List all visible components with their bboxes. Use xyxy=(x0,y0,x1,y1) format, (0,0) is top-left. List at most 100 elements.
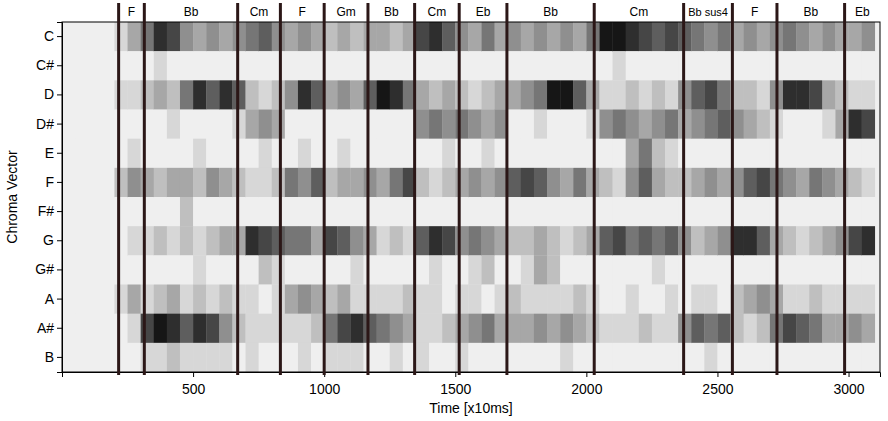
chroma-cell xyxy=(377,110,390,139)
chroma-cell xyxy=(272,285,285,314)
chroma-cell xyxy=(652,197,665,226)
chroma-cell xyxy=(849,197,862,226)
chroma-cell xyxy=(508,22,521,51)
chroma-cell xyxy=(259,168,272,197)
chroma-cell xyxy=(822,80,835,109)
chroma-cell xyxy=(862,343,875,372)
chroma-cell xyxy=(62,197,75,226)
chroma-cell xyxy=(180,22,193,51)
chroma-cell xyxy=(757,51,770,80)
chroma-cell xyxy=(298,110,311,139)
chroma-cell xyxy=(573,314,586,343)
chroma-cell xyxy=(154,51,167,80)
chroma-cell xyxy=(652,139,665,168)
chroma-cell xyxy=(377,285,390,314)
chroma-cell xyxy=(75,139,88,168)
chord-label: Cm xyxy=(250,5,269,19)
chroma-cell xyxy=(455,226,468,255)
chroma-cell xyxy=(639,22,652,51)
chroma-cell xyxy=(455,314,468,343)
chroma-cell xyxy=(180,110,193,139)
chroma-cell xyxy=(101,80,114,109)
y-tick-mark xyxy=(57,328,62,329)
chroma-cell xyxy=(206,110,219,139)
chroma-cell xyxy=(744,51,757,80)
chroma-cell xyxy=(757,80,770,109)
chroma-cell xyxy=(311,255,324,284)
chroma-cell xyxy=(547,51,560,80)
chroma-cell xyxy=(599,255,612,284)
chroma-cell xyxy=(835,168,848,197)
chroma-cell xyxy=(377,226,390,255)
chroma-cell xyxy=(167,51,180,80)
chroma-cell xyxy=(285,285,298,314)
chroma-cell xyxy=(704,22,717,51)
chroma-cell xyxy=(717,110,730,139)
chroma-cell xyxy=(416,51,429,80)
chroma-cell xyxy=(324,139,337,168)
chroma-cell xyxy=(626,139,639,168)
chroma-cell xyxy=(88,197,101,226)
chord-boundary xyxy=(593,3,596,375)
chroma-cell xyxy=(167,197,180,226)
chroma-cell xyxy=(862,110,875,139)
chroma-cell xyxy=(324,22,337,51)
chroma-cell xyxy=(455,110,468,139)
chroma-cell xyxy=(141,314,154,343)
chroma-cell xyxy=(193,80,206,109)
chroma-cell xyxy=(272,22,285,51)
chroma-cell xyxy=(757,110,770,139)
plot-area xyxy=(62,22,875,372)
chroma-cell xyxy=(849,110,862,139)
y-tick-label: B xyxy=(45,349,54,365)
chroma-cell xyxy=(849,168,862,197)
chroma-cell xyxy=(442,80,455,109)
chroma-cell xyxy=(101,197,114,226)
chroma-cell xyxy=(272,110,285,139)
chroma-cell xyxy=(75,197,88,226)
chroma-cell xyxy=(167,285,180,314)
chroma-cell xyxy=(88,168,101,197)
chord-boundary xyxy=(279,3,282,375)
chroma-cell xyxy=(193,226,206,255)
chroma-cell xyxy=(219,255,232,284)
chroma-cell xyxy=(193,255,206,284)
chroma-cell xyxy=(272,343,285,372)
chroma-cell xyxy=(88,51,101,80)
chroma-cell xyxy=(101,314,114,343)
chroma-cell xyxy=(665,197,678,226)
chroma-cell xyxy=(180,197,193,226)
chroma-cell xyxy=(534,226,547,255)
chroma-cell xyxy=(468,314,481,343)
chord-boundary xyxy=(505,3,508,375)
chroma-cell xyxy=(324,255,337,284)
chroma-cell xyxy=(75,343,88,372)
chroma-cell xyxy=(206,343,219,372)
chroma-cell xyxy=(390,139,403,168)
chroma-cell xyxy=(350,110,363,139)
chroma-cell xyxy=(141,22,154,51)
chroma-cell xyxy=(62,285,75,314)
chroma-cell xyxy=(835,285,848,314)
chroma-cell xyxy=(206,255,219,284)
chroma-cell xyxy=(468,197,481,226)
chroma-cell xyxy=(311,314,324,343)
chroma-cell xyxy=(259,139,272,168)
chroma-cell xyxy=(744,168,757,197)
chroma-cell xyxy=(88,139,101,168)
chroma-cell xyxy=(180,255,193,284)
y-tick-mark xyxy=(57,94,62,95)
chroma-cell xyxy=(180,285,193,314)
chroma-cell xyxy=(416,168,429,197)
y-tick: D xyxy=(44,86,62,102)
chroma-cell xyxy=(783,139,796,168)
chroma-cell xyxy=(665,343,678,372)
chroma-cell xyxy=(468,285,481,314)
chroma-cell xyxy=(88,255,101,284)
chroma-cell xyxy=(508,255,521,284)
chroma-cell xyxy=(652,255,665,284)
chroma-cell xyxy=(114,51,127,80)
chroma-cell xyxy=(272,226,285,255)
chroma-cell xyxy=(141,139,154,168)
chroma-cell xyxy=(468,168,481,197)
